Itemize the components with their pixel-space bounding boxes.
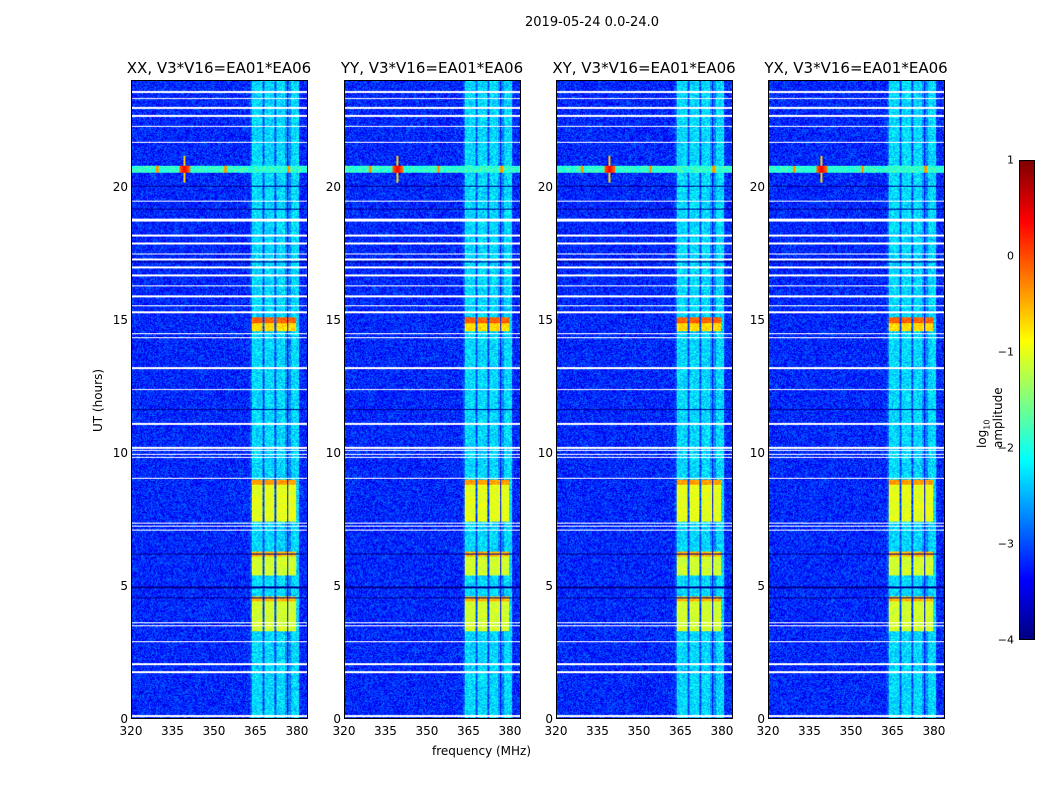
colorbar-tick-label: 0 (1007, 249, 1014, 263)
colorbar-tick-label: −3 (997, 537, 1014, 551)
x-tick-label: 335 (374, 724, 397, 738)
x-tick-label: 380 (922, 724, 946, 738)
panel-title: XY, V3*V16=EA01*EA06 (552, 59, 736, 77)
y-tick-label: 0 (545, 712, 553, 726)
colorbar-tick-label: −1 (997, 345, 1014, 359)
x-tick-label: 350 (415, 724, 439, 738)
y-tick-label: 10 (537, 445, 553, 460)
y-tick-label: 5 (333, 578, 341, 593)
y-tick-label: 10 (749, 445, 765, 460)
y-tick-label: 20 (325, 179, 341, 194)
panel-title: YX, V3*V16=EA01*EA06 (764, 59, 948, 77)
y-tick-label: 15 (749, 312, 765, 327)
x-tick-label: 350 (839, 724, 863, 738)
x-tick-label: 365 (244, 724, 267, 738)
figure-title: 2019-05-24 0.0-24.0 (525, 15, 659, 30)
y-tick-label: 0 (333, 712, 341, 726)
x-tick-label: 320 (119, 724, 143, 738)
spectrogram-panel (556, 80, 733, 719)
colorbar-tick-label: −2 (997, 441, 1014, 455)
panel-title: XX, V3*V16=EA01*EA06 (126, 59, 312, 77)
x-tick-label: 380 (285, 724, 309, 738)
spectrogram-panel (131, 80, 308, 719)
spectrogram-panel (344, 80, 521, 719)
y-tick-label: 5 (757, 578, 765, 593)
y-axis-label: UT (hours) (91, 368, 105, 432)
y-tick-label: 0 (757, 712, 765, 726)
heatmap-image (557, 81, 732, 718)
y-tick-label: 15 (325, 312, 341, 327)
x-axis-label: frequency (MHz) (432, 744, 532, 758)
heatmap-image (345, 81, 520, 718)
y-tick-label: 15 (537, 312, 553, 327)
colorbar-tick-label: 1 (1007, 153, 1014, 167)
y-tick-label: 20 (537, 179, 553, 194)
heatmap-image (132, 81, 307, 718)
y-tick-label: 5 (120, 578, 128, 593)
x-tick-label: 335 (798, 724, 821, 738)
spectrogram-panel (768, 80, 945, 719)
y-tick-label: 20 (112, 179, 128, 194)
heatmap-image (769, 81, 944, 718)
y-tick-label: 15 (112, 312, 128, 327)
x-tick-label: 380 (710, 724, 734, 738)
x-tick-label: 350 (202, 724, 226, 738)
x-tick-label: 350 (627, 724, 651, 738)
colorbar-tick-label: −4 (997, 633, 1014, 647)
x-tick-label: 320 (544, 724, 568, 738)
x-tick-label: 365 (669, 724, 692, 738)
y-tick-label: 20 (749, 179, 765, 194)
colorbar-label: log10 amplitude (975, 387, 1006, 448)
x-tick-label: 365 (457, 724, 480, 738)
x-tick-label: 320 (756, 724, 780, 738)
x-tick-label: 335 (161, 724, 184, 738)
y-tick-label: 5 (545, 578, 553, 593)
y-tick-label: 10 (112, 445, 128, 460)
colorbar (1019, 160, 1035, 640)
x-tick-label: 320 (332, 724, 356, 738)
x-tick-label: 380 (498, 724, 522, 738)
x-tick-label: 335 (586, 724, 609, 738)
panel-title: YY, V3*V16=EA01*EA06 (340, 59, 524, 77)
y-tick-label: 10 (325, 445, 341, 460)
y-tick-label: 0 (120, 712, 128, 726)
x-tick-label: 365 (881, 724, 904, 738)
